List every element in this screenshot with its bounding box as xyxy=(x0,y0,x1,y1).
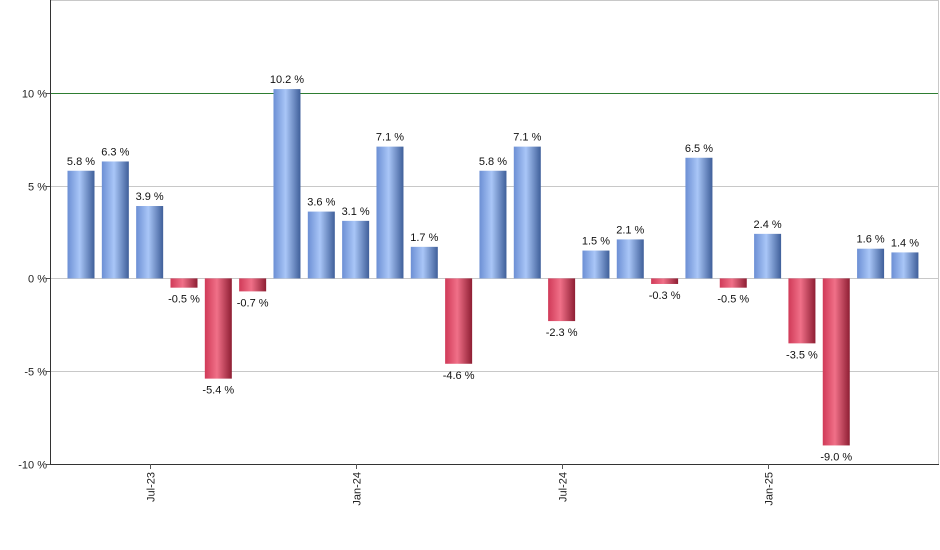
y-tick-label: -10 % xyxy=(18,460,47,472)
data-label: 1.4 % xyxy=(891,237,919,249)
data-label: -0.5 % xyxy=(717,294,749,306)
data-label: 5.8 % xyxy=(67,156,95,168)
y-tick-label: -5 % xyxy=(24,367,47,379)
bar-Jun-24 xyxy=(479,170,507,279)
data-label: -5.4 % xyxy=(202,385,234,397)
bar-Oct-23 xyxy=(204,278,232,379)
x-tick-label: Jan-24 xyxy=(352,472,364,506)
bar-Mar-25 xyxy=(788,278,816,344)
data-label: 6.5 % xyxy=(685,143,713,155)
data-label: 2.1 % xyxy=(616,224,644,236)
data-label: 10.2 % xyxy=(270,74,304,86)
bar-Jan-25 xyxy=(719,278,747,288)
y-tick-label: 5 % xyxy=(28,182,47,194)
bar-Nov-24 xyxy=(651,278,679,284)
bar-Apr-24 xyxy=(410,246,438,279)
x-tick-label: Jul-23 xyxy=(146,472,158,502)
bar-Jul-23 xyxy=(101,161,129,279)
bar-Nov-23 xyxy=(239,278,267,292)
bar-Apr-25 xyxy=(822,278,850,446)
bar-Dec-23 xyxy=(273,89,301,279)
bar-Oct-24 xyxy=(616,239,644,279)
data-label: 1.7 % xyxy=(410,232,438,244)
data-label: 3.6 % xyxy=(307,197,335,209)
bar-Jan-24 xyxy=(307,211,335,279)
data-label: 3.1 % xyxy=(342,206,370,218)
data-label: -0.7 % xyxy=(237,297,269,309)
data-label: -2.3 % xyxy=(546,327,578,339)
data-label: -3.5 % xyxy=(786,349,818,361)
data-label: -0.3 % xyxy=(649,290,681,302)
y-tick-label: 0 % xyxy=(28,274,47,286)
bar-Feb-25 xyxy=(754,233,782,279)
data-label: -0.5 % xyxy=(168,294,200,306)
bar-May-24 xyxy=(445,278,473,364)
x-tick-label: Jan-25 xyxy=(764,472,776,506)
data-label: 3.9 % xyxy=(136,191,164,203)
bar-May-25 xyxy=(857,248,885,279)
data-label: 2.4 % xyxy=(754,219,782,231)
axes: 10 % 5 % 0 % -5 % -10 % Jul-23 Jan-24 Jul-24 Jan… xyxy=(18,0,939,506)
data-label: 7.1 % xyxy=(513,132,541,144)
data-label: 5.8 % xyxy=(479,156,507,168)
bar-Aug-24 xyxy=(548,278,576,322)
data-label: 1.5 % xyxy=(582,236,610,248)
data-label: -4.6 % xyxy=(443,370,475,382)
bar-Feb-24 xyxy=(342,220,370,279)
bar-Dec-24 xyxy=(685,157,713,279)
x-tick-label: Jul-24 xyxy=(558,472,570,502)
bar-Jun-23 xyxy=(67,170,95,279)
data-label: -9.0 % xyxy=(820,451,852,463)
bar-Sep-24 xyxy=(582,250,610,279)
data-label: 6.3 % xyxy=(101,146,129,158)
bar-Mar-24 xyxy=(376,146,404,279)
data-labels: 5.8 % 6.3 % 3.9 % -0.5 % -5.4 % -0.7 % 10.2 % 3… xyxy=(67,74,919,463)
data-label: 7.1 % xyxy=(376,132,404,144)
bar-Aug-23 xyxy=(136,206,164,279)
y-tick-label: 10 % xyxy=(22,89,47,101)
bar-Sep-23 xyxy=(170,278,198,288)
bar-Jun-25 xyxy=(891,252,919,279)
bar-Jul-24 xyxy=(513,146,541,279)
bars xyxy=(67,89,919,446)
data-label: 1.6 % xyxy=(857,234,885,246)
